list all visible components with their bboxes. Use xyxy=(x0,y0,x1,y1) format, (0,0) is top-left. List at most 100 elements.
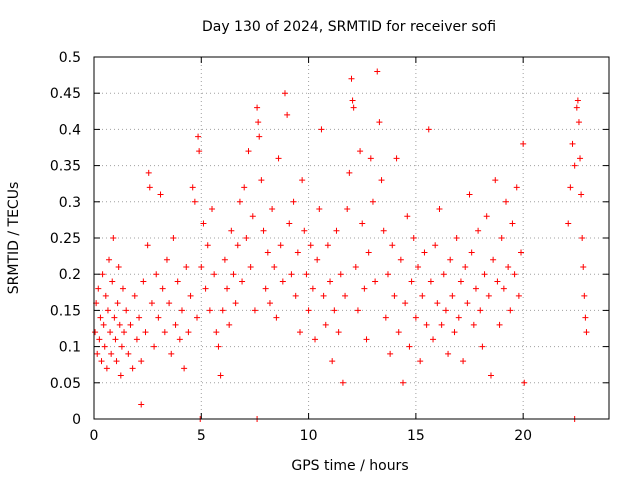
data-point xyxy=(142,329,149,336)
data-point xyxy=(303,271,310,278)
data-point xyxy=(384,271,391,278)
data-point xyxy=(106,256,113,263)
data-point xyxy=(159,285,166,292)
data-point xyxy=(393,155,400,162)
data-point xyxy=(254,104,261,111)
data-point xyxy=(483,213,490,220)
data-point xyxy=(249,213,256,220)
data-point xyxy=(191,198,198,205)
data-point xyxy=(395,329,402,336)
data-point xyxy=(425,126,432,133)
data-point xyxy=(573,104,580,111)
data-point xyxy=(170,235,177,241)
data-point xyxy=(101,343,108,350)
data-point xyxy=(335,329,342,336)
data-point xyxy=(352,263,359,270)
data-point xyxy=(348,75,355,82)
data-point xyxy=(168,350,175,357)
x-tick-label: 5 xyxy=(197,428,206,444)
data-point xyxy=(582,314,589,321)
data-point xyxy=(438,321,445,328)
data-point xyxy=(176,336,183,343)
data-point xyxy=(234,242,241,249)
data-point xyxy=(419,292,426,299)
data-point xyxy=(114,300,121,307)
data-point xyxy=(464,300,471,307)
y-tick-label: 0.3 xyxy=(59,195,81,211)
data-point xyxy=(359,220,366,227)
data-point xyxy=(297,329,303,336)
data-point xyxy=(200,220,207,227)
data-point xyxy=(95,285,102,292)
data-point xyxy=(417,358,424,365)
data-point xyxy=(412,314,419,321)
data-point xyxy=(389,242,396,249)
data-point xyxy=(196,148,203,155)
data-point xyxy=(367,155,374,162)
data-point xyxy=(219,307,226,314)
data-point xyxy=(153,271,160,278)
data-point xyxy=(312,336,319,343)
data-point xyxy=(427,278,434,285)
data-point xyxy=(125,350,132,357)
data-point xyxy=(243,235,250,241)
data-point xyxy=(221,256,228,263)
data-point xyxy=(260,227,267,234)
data-point xyxy=(442,307,449,314)
data-point xyxy=(127,321,134,328)
data-point xyxy=(455,314,462,321)
data-point xyxy=(96,336,103,343)
data-point xyxy=(380,227,387,234)
x-axis-ticks: 0 5 10 15 20 xyxy=(90,57,532,444)
data-point xyxy=(462,263,469,270)
data-point xyxy=(387,350,394,357)
y-tick-label: 0.35 xyxy=(50,159,81,175)
data-point xyxy=(500,285,507,292)
data-point xyxy=(350,104,357,111)
data-point xyxy=(521,379,528,386)
data-point xyxy=(457,278,464,285)
data-point xyxy=(490,256,497,263)
data-point xyxy=(436,206,443,213)
data-point xyxy=(161,329,168,336)
data-point xyxy=(468,249,475,256)
data-point xyxy=(307,242,314,249)
data-point xyxy=(97,314,104,321)
data-point xyxy=(119,285,126,292)
data-point xyxy=(174,278,181,285)
x-axis-label: GPS time / hours xyxy=(291,458,408,474)
y-axis-label: SRMTID / TECUs xyxy=(6,182,22,295)
data-point xyxy=(337,271,344,278)
data-point xyxy=(110,235,117,241)
data-point xyxy=(515,292,522,299)
data-point xyxy=(339,379,346,386)
data-point xyxy=(472,285,479,292)
data-point xyxy=(571,162,578,169)
x-tick-label: 20 xyxy=(514,428,532,444)
data-point xyxy=(402,300,409,307)
data-point xyxy=(103,365,110,372)
data-point xyxy=(279,278,286,285)
data-point xyxy=(487,372,494,379)
data-point xyxy=(349,97,356,104)
data-point xyxy=(363,336,370,343)
data-point xyxy=(318,126,325,133)
data-point xyxy=(376,119,383,126)
data-point xyxy=(136,314,143,321)
y-tick-label: 0.15 xyxy=(50,303,81,319)
data-point xyxy=(102,292,109,299)
data-point xyxy=(202,285,209,292)
data-point xyxy=(115,263,122,270)
data-point xyxy=(378,177,385,184)
data-point xyxy=(305,307,312,314)
data-point xyxy=(245,148,252,155)
data-point xyxy=(281,90,288,97)
data-point xyxy=(460,358,467,365)
data-point xyxy=(505,263,512,270)
data-point xyxy=(264,249,271,256)
data-point xyxy=(215,343,222,350)
data-point xyxy=(181,365,188,372)
data-point xyxy=(494,278,501,285)
data-point xyxy=(369,198,376,205)
